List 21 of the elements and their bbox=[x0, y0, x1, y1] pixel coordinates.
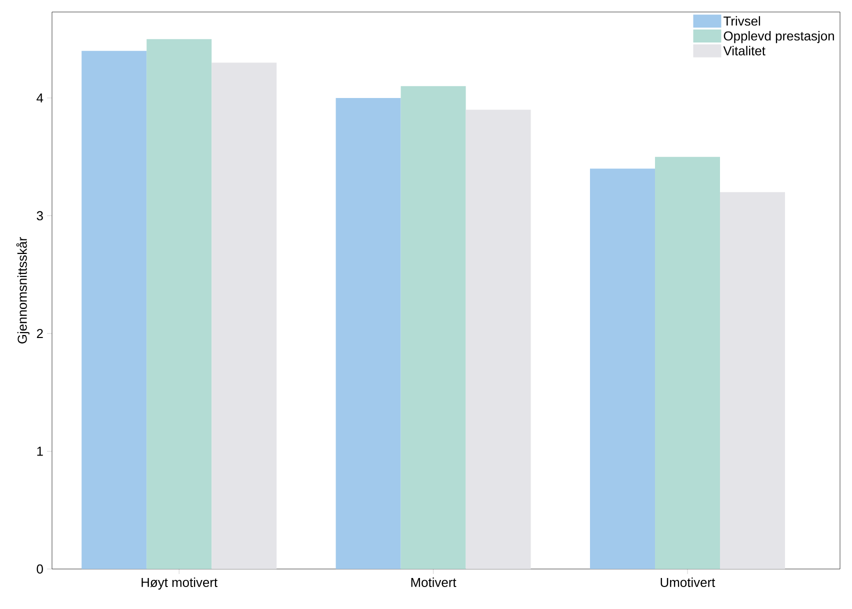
bar bbox=[466, 110, 531, 569]
bar bbox=[82, 50, 147, 569]
y-tick-label: 3 bbox=[36, 211, 43, 220]
x-tick-label: Umotivert bbox=[660, 578, 716, 588]
legend-label: Vitalitet bbox=[723, 46, 766, 56]
x-tick-label: Høyt motivert bbox=[142, 578, 218, 590]
y-tick-label: 2 bbox=[36, 328, 43, 338]
bar bbox=[146, 39, 212, 569]
bar bbox=[400, 86, 466, 569]
y-tick-label: 1 bbox=[37, 446, 43, 456]
legend-label: Opplevd prestasjon bbox=[724, 31, 834, 44]
y-tick-label: 4 bbox=[36, 94, 44, 102]
bar bbox=[336, 98, 401, 569]
legend-label: Trivsel bbox=[724, 16, 760, 26]
bar bbox=[590, 168, 655, 569]
bar bbox=[212, 62, 277, 569]
y-axis-title: Gjennomsnittsskår bbox=[16, 237, 30, 344]
bar bbox=[654, 156, 720, 569]
bar bbox=[720, 192, 785, 569]
y-tick-label: 0 bbox=[36, 564, 43, 574]
x-tick-label: Motivert bbox=[411, 578, 456, 588]
